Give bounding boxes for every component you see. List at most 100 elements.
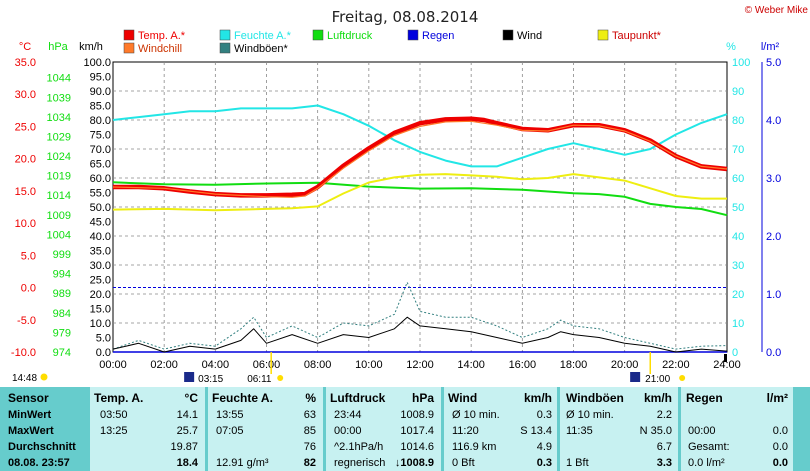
legend-swatch — [123, 42, 135, 54]
series-feuchtea — [112, 104, 728, 168]
tick-temp: 10.0 — [15, 218, 36, 230]
tick-pressure: 1004 — [47, 229, 71, 241]
rain-a: 00:00 — [688, 425, 716, 437]
x-tick-label: 24:00 — [713, 359, 741, 371]
legend-swatch — [312, 29, 324, 41]
tick-pressure: 1044 — [47, 73, 71, 85]
temp-value: 25.7 — [176, 425, 198, 437]
hdr-wind-unit: km/h — [523, 391, 552, 405]
tick-wind: 25.0 — [90, 275, 111, 287]
gust-b: 6.7 — [656, 441, 672, 453]
x-tick-label: 04:00 — [202, 359, 230, 371]
press-time: ^2.1hPa/h — [334, 441, 384, 453]
sun-moon-marks: 14:48 03:15 06:11 21:00 — [12, 352, 727, 385]
tick-temp: 35.0 — [15, 57, 36, 69]
press-value: ↓1008.9 — [394, 457, 434, 469]
col-rain — [681, 387, 793, 471]
chart-title: Freitag, 08.08.2014 — [332, 8, 479, 26]
tick-wind: 35.0 — [90, 246, 111, 258]
tick-wind: 55.0 — [90, 188, 111, 200]
tick-humidity: 50 — [732, 202, 744, 214]
moonrise-time: 03:15 — [198, 374, 223, 385]
x-tick-label: 16:00 — [509, 359, 537, 371]
legend-swatch — [219, 29, 231, 41]
wind-a: 116.9 km — [452, 441, 497, 453]
tick-pressure: 999 — [53, 249, 71, 261]
x-tick-label: 06:00 — [253, 359, 281, 371]
tick-pressure: 984 — [53, 308, 71, 320]
legend-swatch — [219, 42, 231, 54]
tick-wind: 60.0 — [90, 173, 111, 185]
moon-icon — [184, 372, 195, 382]
tick-wind: 5.0 — [96, 333, 111, 345]
col-press — [326, 387, 441, 471]
tick-pressure: 994 — [53, 269, 71, 281]
legend-label: Temp. A.* — [138, 30, 186, 42]
hdr-hum: Feuchte A. — [212, 391, 273, 405]
temp-value: 19.87 — [170, 441, 198, 453]
tick-pressure: 1034 — [47, 112, 71, 124]
tick-humidity: 20 — [732, 289, 744, 301]
press-time: 00:00 — [334, 425, 362, 437]
chart-legend: Temp. A.* Feuchte A.* Luftdruck Regen Wind Ta… — [123, 29, 662, 55]
press-value: 1008.9 — [400, 409, 434, 421]
rain-b: 0.0 — [772, 457, 788, 469]
tick-wind: 45.0 — [90, 217, 111, 229]
wind-b: 0.3 — [536, 457, 552, 469]
legend-label: Taupunkt* — [612, 30, 662, 42]
wind-a: Ø 10 min. — [452, 409, 500, 421]
series-windben — [112, 281, 728, 350]
legend-label: Windböen* — [234, 43, 289, 55]
unit-temp: °C — [19, 41, 31, 53]
series-taupunkt — [112, 173, 727, 212]
row-label: MinWert — [8, 409, 52, 421]
tick-temp: 20.0 — [15, 154, 36, 166]
unit-wind: km/h — [79, 41, 103, 53]
gust-b: N 35.0 — [639, 425, 672, 437]
tick-wind: 0.0 — [96, 347, 111, 359]
tick-wind: 50.0 — [90, 202, 111, 214]
series-windchill — [112, 120, 728, 198]
tick-pressure: 1014 — [47, 190, 71, 202]
sun-icon — [277, 375, 284, 381]
chart-lines — [112, 104, 728, 353]
sunrise-time: 06:11 — [247, 374, 272, 385]
x-tick-label: 10:00 — [355, 359, 383, 371]
col-temp — [90, 387, 205, 471]
hdr-sensor: Sensor — [8, 391, 49, 405]
tick-pressure: 1029 — [47, 131, 71, 143]
tick-humidity: 0 — [732, 347, 738, 359]
tick-humidity: 90 — [732, 86, 744, 98]
tick-wind: 95.0 — [90, 72, 111, 84]
legend-label: Windchill — [138, 43, 182, 55]
tick-rain: 5.0 — [766, 57, 781, 69]
press-time: regnerisch — [334, 457, 386, 469]
tick-humidity: 70 — [732, 144, 744, 156]
tick-humidity: 100 — [732, 57, 750, 69]
tick-humidity: 60 — [732, 173, 744, 185]
unit-pressure: hPa — [48, 41, 68, 53]
x-tick-label: 18:00 — [560, 359, 588, 371]
tick-wind: 40.0 — [90, 231, 111, 243]
series-luftdruck — [112, 181, 728, 217]
end-mark — [724, 354, 727, 362]
tick-temp: 0.0 — [21, 283, 36, 295]
hdr-temp-unit: °C — [184, 391, 198, 405]
hdr-hum-unit: % — [305, 391, 316, 405]
hdr-press-unit: hPa — [411, 391, 434, 405]
tick-rain: 1.0 — [766, 289, 781, 301]
press-time: 23:44 — [334, 409, 362, 421]
tick-temp: 5.0 — [21, 250, 36, 262]
legend-label: Feuchte A.* — [234, 30, 292, 42]
tick-wind: 80.0 — [90, 115, 111, 127]
rain-b: 0.0 — [772, 425, 788, 437]
temp-value: 14.1 — [176, 409, 198, 421]
hdr-rain: Regen — [686, 391, 723, 405]
hdr-temp: Temp. A. — [94, 391, 144, 405]
copyright-text: © Weber Mike — [745, 5, 809, 16]
temp-time: 13:25 — [100, 425, 128, 437]
tick-rain: 4.0 — [766, 115, 781, 127]
wind-a: 0 Bft — [452, 457, 475, 469]
tick-humidity: 40 — [732, 231, 744, 243]
moon-icon — [630, 372, 641, 382]
